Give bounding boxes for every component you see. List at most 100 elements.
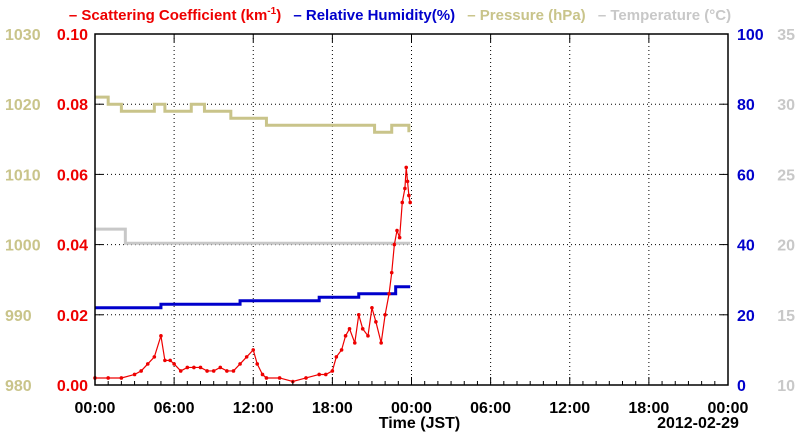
y-tick-label-pressure: 1030 [5,27,41,44]
data-point-scattering [352,341,357,345]
data-point-scattering [405,179,410,184]
legend-pressure: – Pressure (hPa) [467,7,586,24]
data-point-scattering [185,365,190,370]
series-layer [93,95,412,384]
data-point-scattering [304,376,308,380]
data-point-scattering [323,372,328,377]
y-tick-label-temperature: 35 [777,27,795,44]
x-tick-label: 00:00 [708,400,749,417]
y-tick-label-humidity: 20 [737,308,755,325]
series-line-pressure [95,95,411,134]
data-point-scattering [356,313,361,317]
data-point-scattering [360,327,365,331]
x-tick-label: 18:00 [312,400,353,417]
x-tick-label: 06:00 [154,400,195,417]
data-point-scattering [205,369,209,373]
data-point-scattering [152,355,157,359]
y-tick-label-temperature: 20 [777,238,795,255]
data-point-scattering [178,369,183,373]
data-point-scattering [330,369,335,373]
x-axis-label: Time (JST) [379,415,461,432]
y-tick-label-temperature: 15 [777,308,795,325]
data-point-scattering [334,355,339,359]
y-tick-label-pressure: 980 [5,378,32,395]
tick-layer [94,33,729,386]
data-point-scattering [370,305,374,310]
data-point-scattering [238,362,242,366]
data-point-scattering [218,365,223,370]
y-tick-label-scattering: 0.02 [57,308,88,325]
y-tick-label-temperature: 25 [777,167,795,184]
data-point-scattering [231,369,236,373]
data-point-scattering [163,358,167,363]
y-tick-label-scattering: 0.00 [57,378,88,395]
y-tick-label-pressure: 1000 [5,238,41,255]
y-tick-label-scattering: 0.04 [57,238,88,255]
data-point-scattering [159,334,163,338]
data-point-scattering [395,228,399,233]
data-point-scattering [139,369,143,373]
data-point-scattering [408,200,412,205]
data-point-scattering [106,376,110,380]
date-label: 2012-02-29 [657,415,739,432]
y-tick-label-pressure: 990 [5,308,32,325]
data-point-scattering [397,235,402,240]
y-tick-label-humidity: 60 [737,167,755,184]
grid [95,34,728,385]
y-tick-label-scattering: 0.06 [57,167,88,184]
data-point-scattering [264,376,269,380]
y-tick-label-pressure: 1020 [5,97,41,114]
y-tick-label-pressure: 1010 [5,167,41,184]
legend-scattering-close: ) [276,7,282,24]
data-point-scattering [255,362,260,366]
y-tick-label-humidity: 0 [737,378,746,395]
x-tick-label: 00:00 [75,400,116,417]
data-point-scattering [145,362,150,366]
data-point-scattering [389,270,394,275]
data-point-scattering [198,365,203,370]
y-tick-label-scattering: 0.10 [57,27,88,44]
data-point-scattering [407,193,411,198]
data-point-scattering [192,365,196,370]
legend-scattering-sup: -1 [267,6,277,17]
data-point-scattering [400,200,405,205]
data-point-scattering [132,372,137,377]
legend-humidity: – Relative Humidity(%) [293,7,456,24]
data-point-scattering [343,334,348,338]
data-point-scattering [172,362,176,366]
series-line-humidity [95,285,411,310]
x-tick-label: 00:00 [391,400,432,417]
label-layer: 00:00 06:00 12:00 18:00 00:00 06:00 12:00 18:00… [5,27,795,432]
y-tick-label-scattering: 0.08 [57,97,88,114]
data-point-scattering [403,186,407,191]
x-tick-label: 12:00 [233,400,274,417]
series-line-temperature [95,227,411,245]
y-tick-label-humidity: 40 [737,238,755,255]
x-tick-label: 18:00 [628,400,669,417]
data-point-scattering [260,372,265,377]
data-point-scattering [225,369,229,373]
data-point-scattering [168,358,172,363]
y-tick-label-temperature: 30 [777,97,795,114]
data-point-scattering [404,165,409,170]
data-point-scattering [317,372,321,377]
legend-scattering: – Scattering Coefficient (km-1) [68,6,282,24]
legend-scattering-text: – Scattering Coefficient (km [68,7,268,24]
data-point-scattering [379,341,383,345]
legend: – Scattering Coefficient (km-1) – Relati… [0,6,800,24]
data-point-scattering [374,320,378,324]
y-tick-label-humidity: 80 [737,97,755,114]
y-tick-label-humidity: 100 [737,27,764,44]
data-point-scattering [277,376,282,380]
data-point-scattering [211,369,216,373]
x-tick-label: 06:00 [470,400,511,417]
data-point-scattering [387,291,391,296]
data-point-scattering [383,313,387,317]
data-point-scattering [392,242,397,247]
legend-temperature: – Temperature (°C) [597,7,732,24]
data-point-scattering [347,327,352,331]
y-tick-label-temperature: 10 [777,378,795,395]
data-point-scattering [251,348,256,352]
data-point-scattering [244,355,249,359]
